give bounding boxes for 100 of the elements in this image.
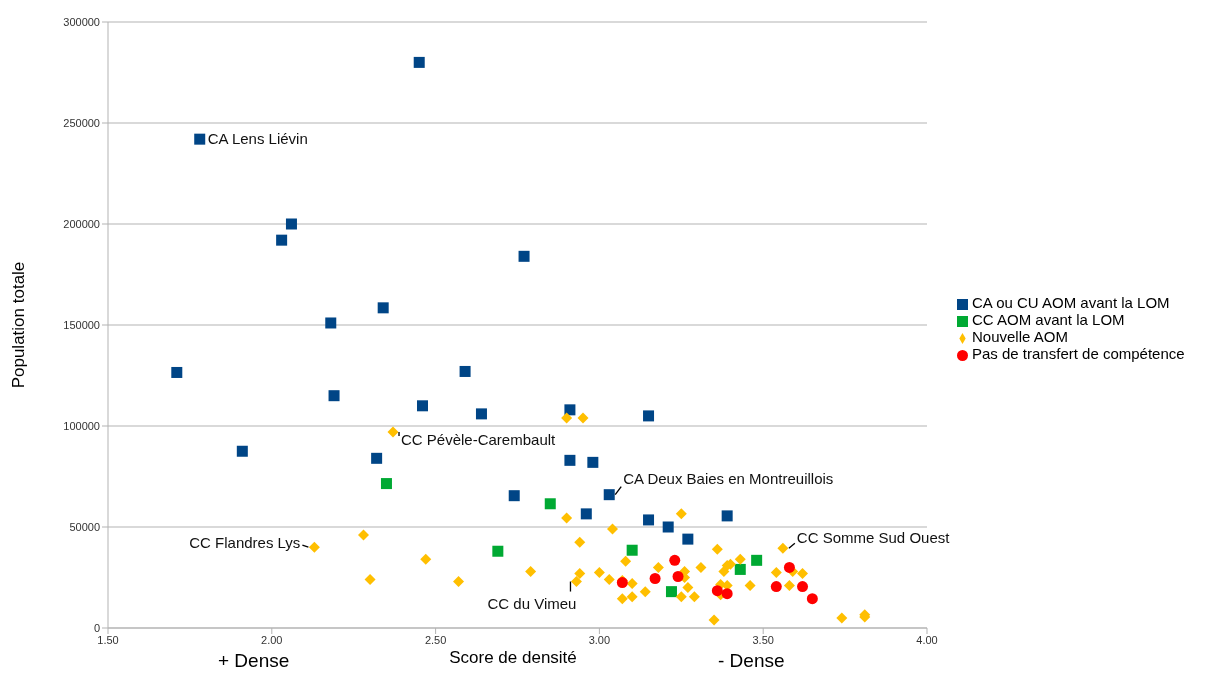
point [783, 580, 795, 592]
x-tick-label: 3.00 [588, 633, 611, 646]
legend-label: Pas de transfert de compétence [972, 345, 1185, 362]
point [603, 574, 615, 586]
point [328, 390, 340, 402]
point [276, 234, 288, 246]
legend-label: CC AOM avant la LOM [972, 311, 1125, 328]
point [806, 593, 818, 605]
point [734, 553, 746, 565]
point [711, 543, 723, 555]
point [682, 582, 694, 594]
point [777, 542, 789, 554]
annotation: CA Deux Baies en Montreuillois [623, 469, 834, 487]
point [570, 576, 582, 588]
point [626, 544, 638, 556]
point [643, 410, 655, 422]
point [721, 510, 733, 522]
annotation: CC Somme Sud Ouest [796, 529, 951, 547]
point [358, 529, 370, 541]
point [652, 561, 664, 573]
point [665, 586, 677, 598]
point [561, 512, 573, 524]
point [669, 554, 681, 566]
y-axis-title: Population totale [9, 261, 29, 389]
point [675, 591, 687, 603]
point [453, 576, 465, 588]
point [420, 553, 432, 565]
point [675, 508, 687, 520]
point [377, 302, 389, 314]
point [626, 578, 638, 590]
legend-label: Nouvelle AOM [972, 328, 1068, 345]
annotation: CC Pévèle-Carembault [401, 431, 557, 449]
point [593, 566, 605, 578]
point [525, 565, 537, 577]
point [626, 591, 638, 603]
y-tick-label: 100000 [63, 419, 100, 432]
point [688, 591, 700, 603]
point [577, 412, 589, 424]
point [797, 581, 809, 593]
point [561, 412, 573, 424]
x-tick-label: 3.50 [752, 633, 774, 646]
point [672, 570, 684, 582]
point [364, 574, 376, 586]
annotation: CC Flandres Lys [189, 534, 301, 552]
point [194, 133, 206, 145]
point [639, 586, 651, 598]
point [643, 514, 655, 526]
x-tick-label: 4.00 [916, 633, 938, 646]
point [836, 612, 848, 624]
point [380, 478, 392, 490]
point [518, 250, 530, 262]
legend-label: CA ou CU AOM avant la LOM [972, 294, 1170, 311]
point [236, 445, 248, 457]
y-tick-label: 150000 [63, 318, 100, 331]
point [607, 523, 618, 535]
y-tick-label: 200000 [63, 217, 100, 230]
point [574, 536, 586, 548]
point [603, 489, 615, 501]
point [417, 400, 428, 412]
point [475, 408, 487, 420]
point [783, 561, 795, 573]
text: - Dense [718, 650, 785, 672]
point [711, 585, 723, 597]
point [387, 426, 399, 438]
y-tick-label: 0 [93, 621, 100, 634]
point [580, 508, 592, 520]
x-axis-title: Score de densité [449, 648, 577, 668]
text: + Dense [218, 650, 290, 672]
point [695, 561, 707, 573]
point [721, 588, 733, 600]
point [371, 452, 383, 464]
annotation: CC du Vimeu [487, 594, 577, 612]
point [770, 581, 782, 593]
point [744, 580, 756, 592]
y-tick-label: 50000 [69, 520, 100, 533]
point [616, 593, 628, 605]
point [797, 567, 809, 579]
x-tick-label: 2.50 [424, 633, 447, 646]
y-tick-label: 250000 [63, 116, 100, 129]
point [459, 365, 471, 377]
point [325, 317, 337, 329]
point [662, 521, 674, 533]
point [544, 498, 556, 510]
point [751, 554, 763, 566]
point [770, 566, 782, 578]
x-tick-label: 1.50 [97, 633, 119, 646]
y-tick-label: 300000 [63, 15, 100, 28]
point [574, 567, 586, 579]
point [413, 56, 425, 68]
point [564, 454, 576, 466]
point [587, 456, 599, 468]
x-tick-label: 2.00 [261, 633, 283, 646]
point [285, 218, 297, 230]
point [171, 366, 183, 378]
point [708, 614, 720, 626]
point [620, 555, 632, 567]
point [492, 545, 504, 557]
point [649, 573, 661, 585]
point [734, 563, 746, 575]
point [682, 533, 694, 545]
